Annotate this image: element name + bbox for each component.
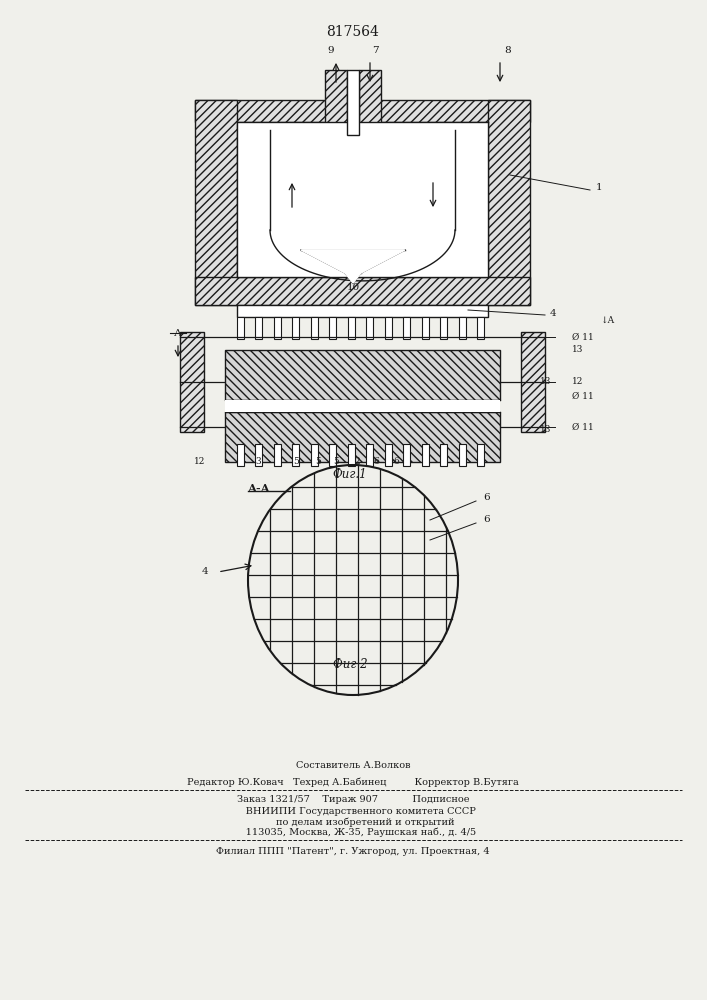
Bar bbox=[237, 305, 488, 317]
Bar bbox=[347, 70, 359, 135]
Text: 13: 13 bbox=[572, 344, 583, 354]
Bar bbox=[477, 317, 484, 339]
Text: 7: 7 bbox=[372, 46, 378, 55]
Text: 5: 5 bbox=[293, 458, 299, 466]
Text: 6: 6 bbox=[373, 458, 379, 466]
Bar bbox=[459, 444, 466, 466]
Text: 5: 5 bbox=[333, 458, 339, 466]
Text: 113035, Москва, Ж-35, Раушская наб., д. 4/5: 113035, Москва, Ж-35, Раушская наб., д. … bbox=[230, 827, 476, 837]
Bar bbox=[274, 317, 281, 339]
Text: 4: 4 bbox=[550, 308, 556, 318]
Bar bbox=[329, 444, 337, 466]
Text: 4: 4 bbox=[201, 568, 208, 576]
Text: по делам изобретений и открытий: по делам изобретений и открытий bbox=[251, 817, 455, 827]
Bar bbox=[237, 432, 488, 444]
Bar bbox=[225, 412, 500, 462]
Bar bbox=[255, 317, 262, 339]
Polygon shape bbox=[301, 250, 405, 273]
Text: 13: 13 bbox=[540, 377, 551, 386]
Bar bbox=[293, 317, 299, 339]
Bar bbox=[255, 444, 262, 466]
Bar bbox=[237, 317, 244, 339]
Bar bbox=[329, 317, 337, 339]
Bar bbox=[459, 317, 466, 339]
Text: Фиг.1: Фиг.1 bbox=[333, 468, 368, 482]
Text: 9: 9 bbox=[327, 46, 334, 55]
Bar bbox=[180, 332, 204, 432]
Bar bbox=[311, 444, 318, 466]
Text: Фиг 2: Фиг 2 bbox=[333, 658, 368, 672]
Text: 817564: 817564 bbox=[327, 25, 380, 39]
Text: 12: 12 bbox=[572, 377, 583, 386]
Bar bbox=[404, 317, 410, 339]
Bar bbox=[422, 444, 429, 466]
Bar bbox=[348, 317, 355, 339]
Text: 1: 1 bbox=[596, 184, 602, 192]
Bar bbox=[404, 444, 410, 466]
Bar bbox=[195, 277, 530, 305]
Text: 8: 8 bbox=[504, 46, 510, 55]
Bar bbox=[274, 444, 281, 466]
Text: 10: 10 bbox=[346, 282, 360, 292]
Bar bbox=[366, 317, 373, 339]
Bar bbox=[521, 332, 545, 432]
Bar bbox=[366, 444, 373, 466]
Text: А-А: А-А bbox=[248, 483, 271, 493]
Bar bbox=[488, 100, 530, 305]
Text: 13: 13 bbox=[540, 426, 551, 434]
Text: 5: 5 bbox=[315, 458, 321, 466]
Bar bbox=[293, 444, 299, 466]
Bar bbox=[325, 70, 347, 125]
Bar bbox=[477, 444, 484, 466]
Text: Филиал ППП "Патент", г. Ужгород, ул. Проектная, 4: Филиал ППП "Патент", г. Ужгород, ул. Про… bbox=[216, 848, 490, 856]
Bar bbox=[359, 70, 381, 125]
Text: 12: 12 bbox=[194, 458, 206, 466]
Bar bbox=[311, 317, 318, 339]
Text: Составитель А.Волков: Составитель А.Волков bbox=[296, 762, 410, 770]
Bar bbox=[385, 317, 392, 339]
Bar bbox=[440, 317, 448, 339]
Text: А: А bbox=[174, 328, 182, 338]
Text: Ø 11: Ø 11 bbox=[572, 422, 594, 432]
Text: 6: 6 bbox=[483, 492, 490, 502]
Text: ↓А: ↓А bbox=[600, 316, 614, 324]
Text: Редактор Ю.Ковач   Техред А.Бабинец         Корректор В.Бутяга: Редактор Ю.Ковач Техред А.Бабинец Коррек… bbox=[187, 777, 519, 787]
Bar bbox=[225, 400, 500, 412]
Bar bbox=[385, 444, 392, 466]
Text: 6: 6 bbox=[483, 516, 490, 524]
Text: ВНИИПИ Государственного комитета СССР: ВНИИПИ Государственного комитета СССР bbox=[230, 808, 476, 816]
Bar bbox=[440, 444, 448, 466]
Polygon shape bbox=[345, 273, 361, 283]
Bar bbox=[237, 122, 488, 277]
Bar bbox=[225, 350, 500, 400]
Text: 3: 3 bbox=[255, 458, 261, 466]
Bar bbox=[195, 100, 530, 122]
Text: Заказ 1321/57    Тираж 907           Подписное: Заказ 1321/57 Тираж 907 Подписное bbox=[237, 796, 469, 804]
Text: Ø 11: Ø 11 bbox=[572, 332, 594, 342]
Text: Ø 11: Ø 11 bbox=[572, 391, 594, 400]
Bar bbox=[195, 100, 237, 305]
Text: 6: 6 bbox=[393, 458, 399, 466]
Text: 2: 2 bbox=[354, 458, 360, 466]
Bar bbox=[422, 317, 429, 339]
Bar bbox=[348, 444, 355, 466]
Bar bbox=[237, 444, 244, 466]
